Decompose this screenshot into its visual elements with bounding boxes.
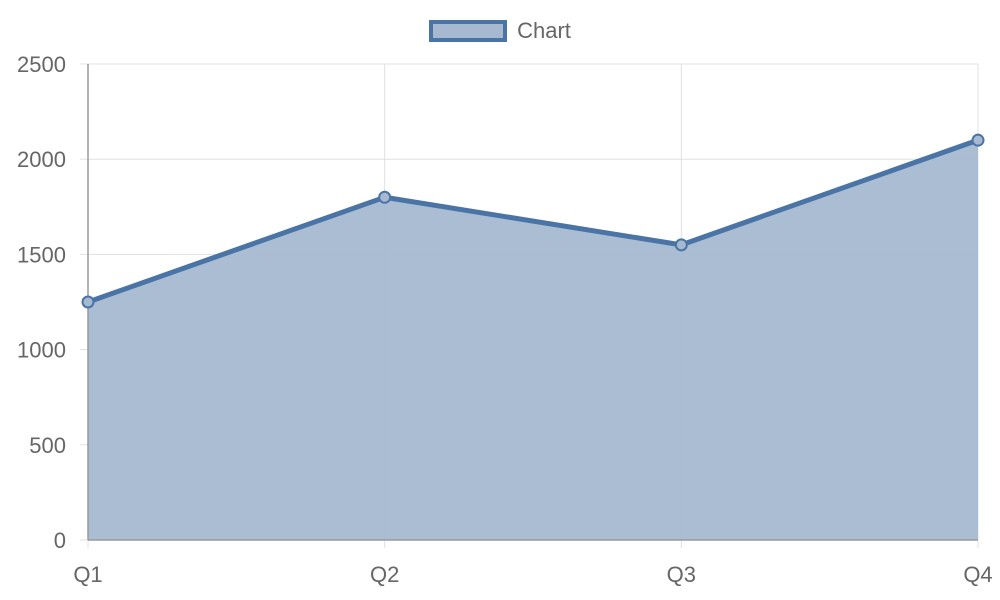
x-tick-label-Q2: Q2 bbox=[370, 562, 399, 587]
y-tick-label-1000: 1000 bbox=[17, 338, 66, 363]
y-tick-label-2000: 2000 bbox=[17, 147, 66, 172]
legend[interactable]: Chart bbox=[0, 16, 1000, 46]
tick-labels: 0 500 1000 1500 2000 2500 Q1 Q2 Q3 Q4 bbox=[17, 52, 993, 587]
legend-swatch-chart[interactable] bbox=[429, 20, 508, 42]
y-tick-label-2500: 2500 bbox=[17, 52, 66, 77]
series-line-group bbox=[85, 137, 981, 305]
data-point-Q2 bbox=[378, 190, 392, 204]
series-area-group bbox=[88, 140, 978, 540]
y-tick-label-1500: 1500 bbox=[17, 242, 66, 267]
x-tick-label-Q3: Q3 bbox=[667, 562, 696, 587]
data-point-Q4 bbox=[971, 133, 985, 147]
x-tick-label-Q4: Q4 bbox=[963, 562, 992, 587]
y-tick-label-500: 500 bbox=[29, 433, 66, 458]
y-tick-label-0: 0 bbox=[54, 528, 66, 553]
data-point-Q3 bbox=[674, 238, 688, 252]
series-line bbox=[85, 137, 981, 305]
series-area bbox=[88, 140, 978, 540]
legend-label-chart[interactable]: Chart bbox=[517, 18, 571, 43]
x-tick-label-Q1: Q1 bbox=[73, 562, 102, 587]
series-points-group bbox=[81, 133, 985, 309]
data-point-Q1 bbox=[81, 295, 95, 309]
